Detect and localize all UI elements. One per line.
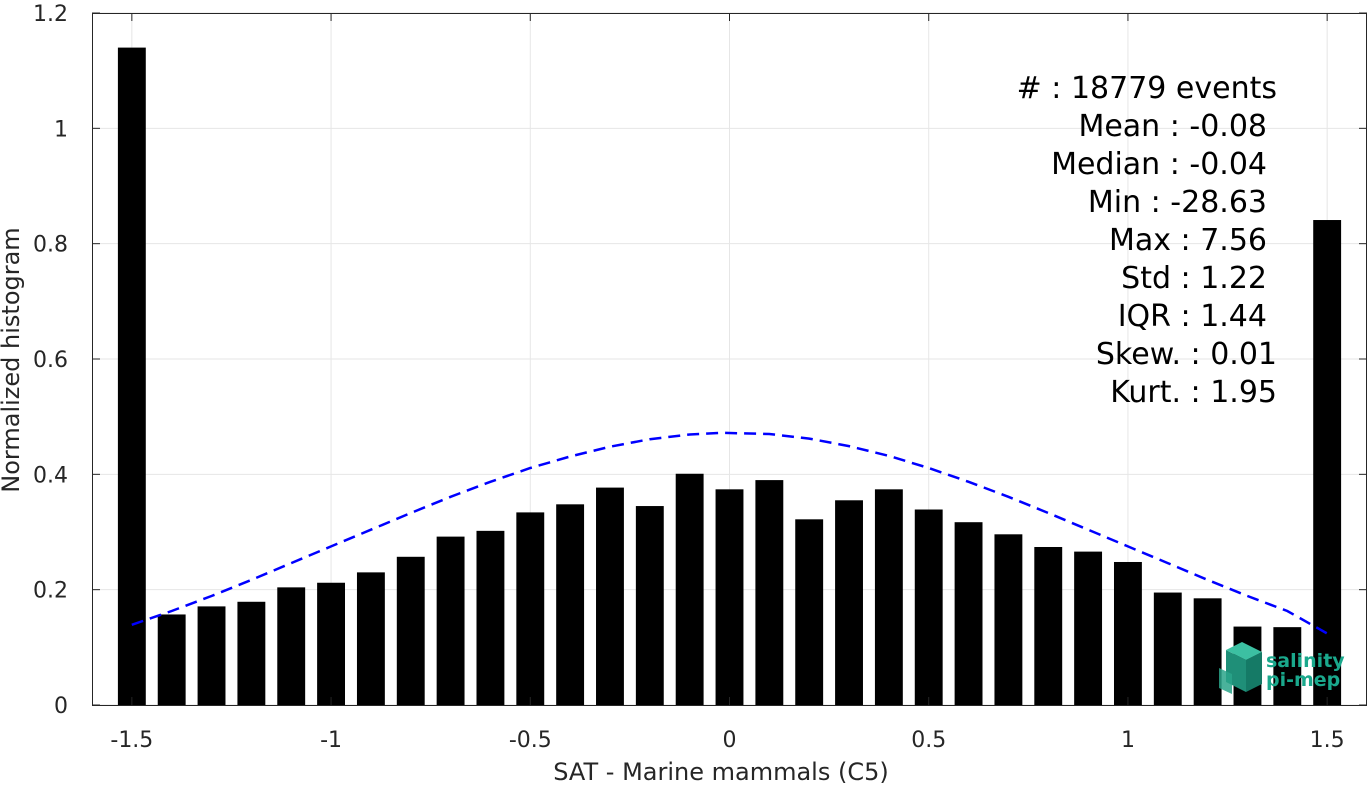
histogram-bar xyxy=(675,473,704,705)
histogram-bar xyxy=(914,509,943,705)
histogram-bars xyxy=(117,47,1342,706)
stat-skew: Skew. : 0.01 xyxy=(1096,337,1277,372)
x-tick-label: 0.5 xyxy=(911,728,946,753)
histogram-bar xyxy=(795,519,824,705)
stat-mean: Mean : -0.08 xyxy=(1078,109,1267,144)
histogram-bar xyxy=(835,500,863,705)
histogram-bar xyxy=(476,530,505,705)
stat-min: Min : -28.63 xyxy=(1088,185,1267,220)
y-tick-label: 0.6 xyxy=(33,348,68,373)
histogram-bar xyxy=(1113,561,1142,705)
histogram-bar xyxy=(1034,546,1063,705)
x-tick-label: -1 xyxy=(320,728,342,753)
histogram-bar xyxy=(1193,598,1222,705)
histogram-bar xyxy=(596,487,624,705)
histogram-bar xyxy=(994,534,1023,705)
x-axis-ticks: -1.5 -1 -0.5 0 0.5 1 1.5 xyxy=(110,13,1345,753)
histogram-bar xyxy=(954,522,983,705)
histogram-bar xyxy=(117,47,146,706)
histogram-bar xyxy=(317,582,346,705)
histogram-bar xyxy=(715,489,744,705)
stat-std: Std : 1.22 xyxy=(1121,261,1267,296)
stat-count: # : 18779 events xyxy=(1017,71,1277,106)
stats-annotation: # : 18779 events Mean : -0.08 Median : -… xyxy=(1017,71,1277,410)
salinity-pi-mep-logo: salinity pi-mep xyxy=(1219,642,1345,694)
histogram-bar xyxy=(356,572,385,705)
x-tick-label: 0 xyxy=(723,728,737,753)
y-tick-label: 0.8 xyxy=(33,233,68,258)
histogram-bar xyxy=(755,480,784,705)
histogram-bar xyxy=(237,601,266,705)
y-tick-label: 0.4 xyxy=(33,463,68,488)
y-tick-label: 0 xyxy=(54,694,68,719)
histogram-bar xyxy=(556,504,585,705)
stat-kurt: Kurt. : 1.95 xyxy=(1110,375,1277,410)
stat-max: Max : 7.56 xyxy=(1109,223,1267,258)
x-tick-label: 1.5 xyxy=(1310,728,1345,753)
histogram-bar xyxy=(635,506,664,705)
histogram-bar xyxy=(1313,220,1342,706)
x-tick-label: -0.5 xyxy=(509,728,552,753)
x-axis-label: SAT - Marine mammals (C5) xyxy=(553,758,888,785)
histogram-bar xyxy=(516,512,545,705)
y-axis-label: Normalized histogram xyxy=(0,227,25,492)
histogram-bar xyxy=(874,489,903,705)
histogram-bar xyxy=(197,606,226,705)
histogram-bar xyxy=(277,587,306,705)
logo-text-pi-mep: pi-mep xyxy=(1266,669,1340,691)
x-tick-label: -1.5 xyxy=(110,728,153,753)
y-tick-label: 1.2 xyxy=(33,2,68,27)
histogram-bar xyxy=(1074,551,1103,705)
histogram-bar xyxy=(157,614,186,705)
histogram-bar xyxy=(1273,627,1302,705)
y-tick-label: 0.2 xyxy=(33,579,68,604)
stat-median: Median : -0.04 xyxy=(1051,147,1267,182)
logo-text-salinity: salinity xyxy=(1266,650,1345,672)
cube-logo-icon xyxy=(1219,642,1262,694)
y-tick-label: 1 xyxy=(54,117,68,142)
histogram-bar xyxy=(436,536,465,705)
normal-fit-curve xyxy=(131,431,1328,635)
stat-iqr: IQR : 1.44 xyxy=(1118,299,1267,334)
x-tick-label: 1 xyxy=(1121,728,1135,753)
histogram-bar xyxy=(1153,592,1182,705)
y-axis-ticks: 0 0.2 0.4 0.6 0.8 1 1.2 xyxy=(33,2,1367,719)
histogram-bar xyxy=(396,556,425,705)
